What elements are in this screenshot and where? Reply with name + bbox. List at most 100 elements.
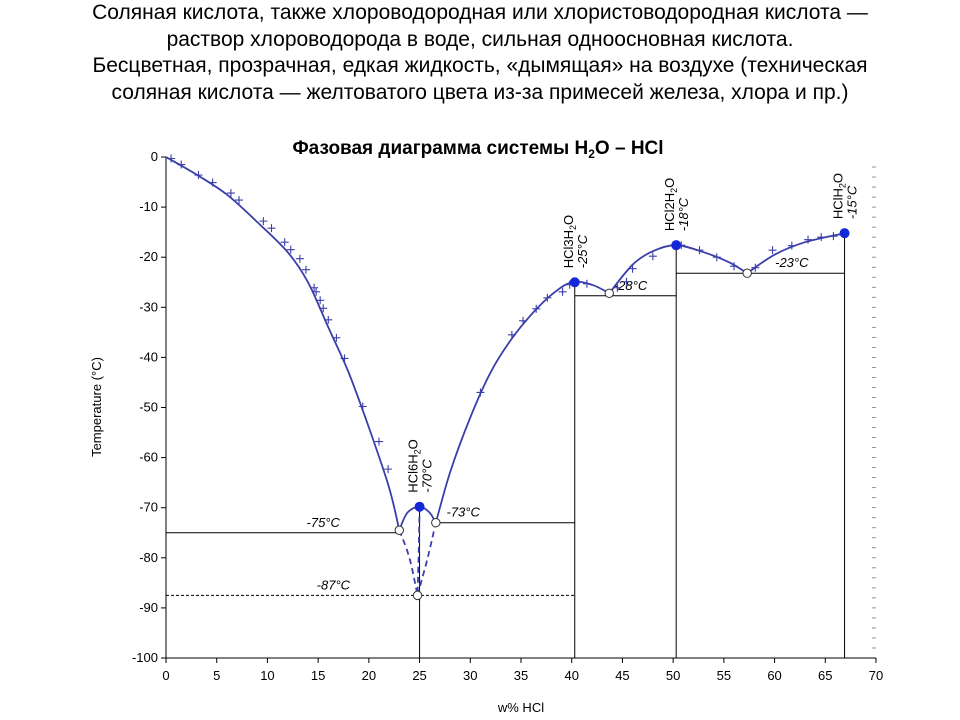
- data-point: [648, 252, 657, 261]
- invariant-lines: -75°C -87°C -73°C -28°C -23°C: [166, 233, 846, 658]
- liquidus-curve: [416, 506, 421, 596]
- x-tick-label: 55: [717, 668, 731, 683]
- data-point: [804, 235, 813, 244]
- y-tick-label: 0: [151, 149, 158, 164]
- axis-ticks: 0 5 10 15 20 25 30 35 40 45 50 55 60 65 70 0 -10 -20 -30 -4…: [132, 149, 883, 683]
- data-point: [332, 333, 341, 342]
- data-point: [226, 189, 235, 198]
- chart-title-sub: 2: [588, 147, 595, 161]
- data-point: [295, 254, 304, 263]
- eutectic-point: [742, 268, 752, 278]
- data-point: [622, 277, 631, 286]
- paragraph-1: Соляная кислота, также хлороводородная и…: [92, 1, 868, 51]
- data-point: [543, 293, 552, 302]
- congruent-maximum: [839, 228, 850, 239]
- data-point: [582, 279, 591, 288]
- data-point: [712, 253, 721, 262]
- invariant-label: -28°C: [614, 278, 648, 293]
- x-tick-label: 35: [514, 668, 528, 683]
- data-point: [324, 315, 333, 324]
- special-points: [394, 228, 850, 601]
- data-point: [787, 241, 796, 250]
- congruent-maximum: [671, 240, 682, 251]
- data-point: [235, 196, 244, 205]
- data-point: [319, 304, 328, 313]
- eutectic-point: [394, 525, 404, 535]
- data-point: [558, 287, 567, 296]
- eutectic-point: [604, 288, 614, 298]
- data-point: [384, 465, 393, 474]
- liquidus-curve: [746, 232, 845, 274]
- liquidus-curve: [398, 529, 419, 596]
- liquidus-curves: [165, 156, 845, 596]
- x-tick-label: 70: [869, 668, 883, 683]
- chart-title: Фазовая диаграмма системы H2O – HCl: [292, 138, 663, 161]
- y-tick-label: -40: [139, 349, 158, 364]
- data-point: [208, 178, 217, 187]
- hydrate-temperature: -15°C: [845, 185, 860, 219]
- data-point: [768, 246, 777, 255]
- y-tick-label: -20: [139, 249, 158, 264]
- data-point: [194, 171, 203, 180]
- data-point: [695, 246, 704, 255]
- x-tick-label: 50: [666, 668, 680, 683]
- data-point: [259, 217, 268, 226]
- x-tick-label: 40: [564, 668, 578, 683]
- data-point: [358, 402, 367, 411]
- data-point: [316, 296, 325, 305]
- y-axis-label: Temperature (°C): [89, 357, 104, 457]
- data-point: [177, 160, 186, 169]
- data-point: [613, 283, 622, 292]
- data-point: [312, 287, 321, 296]
- y-tick-label: -60: [139, 450, 158, 465]
- data-point: [829, 232, 838, 241]
- hydrate-temperature: -25°C: [575, 234, 590, 268]
- y-tick-label: -90: [139, 600, 158, 615]
- y-tick-label: -70: [139, 500, 158, 515]
- slide-text: Соляная кислота, также хлороводородная и…: [60, 0, 900, 106]
- invariant-label: -87°C: [317, 577, 351, 592]
- x-tick-label: 25: [412, 668, 426, 683]
- invariant-label: -73°C: [446, 505, 480, 520]
- data-point: [167, 154, 176, 163]
- chart-title-suffix: O – HCl: [595, 138, 664, 159]
- liquidus-curve: [434, 280, 610, 523]
- liquidus-curve: [165, 156, 401, 531]
- data-point: [817, 233, 826, 242]
- invariant-label: -75°C: [307, 515, 341, 530]
- data-point: [730, 262, 738, 271]
- data-point: [267, 224, 276, 233]
- y-tick-label: -100: [132, 650, 158, 665]
- x-tick-label: 0: [162, 668, 169, 683]
- data-point: [301, 265, 310, 274]
- y-tick-label: -80: [139, 550, 158, 565]
- data-point: [507, 330, 516, 339]
- hydrate-temperature: -70°C: [420, 459, 435, 493]
- hydrate-formula: HCl3H2O: [561, 215, 578, 268]
- hydrate-temperature: -18°C: [676, 197, 691, 231]
- data-point: [476, 388, 485, 397]
- chart-title-prefix: Фазовая диаграмма системы H: [292, 138, 588, 159]
- congruent-maximum: [414, 501, 425, 512]
- x-tick-label: 20: [362, 668, 376, 683]
- x-tick-label: 15: [311, 668, 325, 683]
- y-tick-label: -30: [139, 299, 158, 314]
- data-point: [340, 354, 349, 363]
- eutectic-point: [412, 590, 423, 601]
- data-point: [519, 316, 528, 325]
- data-point: [751, 263, 760, 272]
- hydrate-formula: HClH2O: [831, 173, 848, 219]
- data-point: [375, 437, 383, 446]
- eutectic-point: [431, 518, 441, 528]
- data-points: [167, 154, 838, 474]
- x-tick-label: 65: [818, 668, 832, 683]
- hydrate-formula: HCl2H2O: [662, 178, 679, 231]
- invariant-label: -23°C: [775, 255, 809, 270]
- data-point: [310, 283, 319, 292]
- data-point: [532, 304, 541, 313]
- x-tick-label: 45: [615, 668, 629, 683]
- plot-frame: [165, 157, 876, 659]
- x-tick-label: 60: [767, 668, 781, 683]
- data-point: [628, 264, 637, 273]
